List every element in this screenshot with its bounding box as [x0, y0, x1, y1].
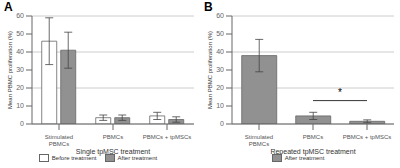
- svg-text:StimulatedPBMCs: StimulatedPBMCs: [245, 134, 273, 147]
- svg-text:10: 10: [16, 102, 24, 109]
- svg-text:20: 20: [16, 84, 24, 91]
- svg-text:PBMCs: PBMCs: [303, 134, 323, 140]
- svg-text:Mean PBMC proliferation (%): Mean PBMC proliferation (%): [207, 31, 213, 109]
- html-text:B: B: [204, 0, 213, 14]
- html-text:A: A: [4, 0, 13, 14]
- svg-text:30: 30: [216, 66, 224, 73]
- svg-text:50: 50: [16, 30, 24, 37]
- svg-text:Single tpMSC treatment: Single tpMSC treatment: [76, 148, 150, 156]
- svg-text:50: 50: [216, 30, 224, 37]
- svg-text:PBMCs + tpMSCs: PBMCs + tpMSCs: [143, 134, 192, 140]
- svg-text:40: 40: [216, 48, 224, 55]
- html-text:Before treatment: Before treatment: [51, 155, 97, 161]
- svg-text:0: 0: [220, 120, 224, 127]
- svg-text:0: 0: [20, 120, 24, 127]
- svg-text:60: 60: [216, 12, 224, 19]
- html-text:After treatment: After treatment: [117, 155, 158, 161]
- svg-text:40: 40: [16, 48, 24, 55]
- svg-text:*: *: [338, 87, 342, 98]
- svg-text:20: 20: [216, 84, 224, 91]
- html-text:After treatment: After treatment: [284, 155, 325, 161]
- svg-text:10: 10: [216, 102, 224, 109]
- svg-text:Repeated tpMSC treatment: Repeated tpMSC treatment: [270, 148, 355, 156]
- svg-text:StimulatedPBMCs: StimulatedPBMCs: [45, 134, 73, 147]
- svg-text:PBMCs + tpMSCs: PBMCs + tpMSCs: [343, 134, 392, 140]
- svg-text:PBMCs: PBMCs: [103, 134, 123, 140]
- svg-text:Mean PBMC proliferation (%): Mean PBMC proliferation (%): [8, 31, 13, 109]
- svg-text:30: 30: [16, 66, 24, 73]
- svg-text:60: 60: [16, 12, 24, 19]
